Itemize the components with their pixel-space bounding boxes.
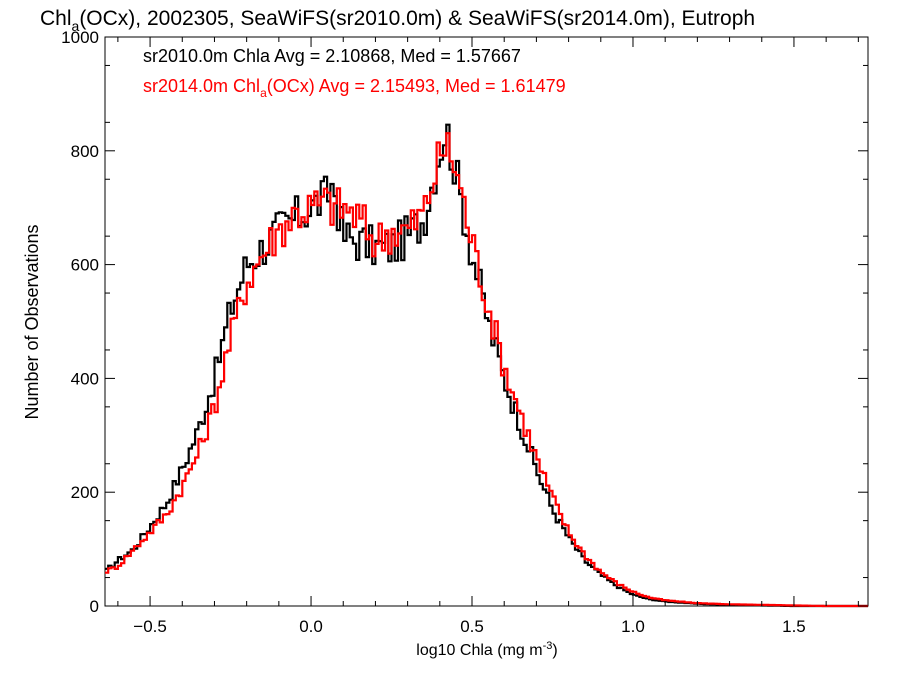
x-tick-label: 1.0	[621, 617, 645, 636]
y-tick-label: 0	[90, 597, 99, 616]
y-tick-label: 1000	[61, 28, 99, 47]
x-axis-label: log10 Chla (mg m-3)	[416, 640, 557, 659]
x-tick-label: −0.5	[133, 617, 167, 636]
y-axis-label: Number of Observations	[22, 224, 42, 419]
series-line-red	[105, 132, 868, 608]
chart-title: Chla(OCx), 2002305, SeaWiFS(sr2010.0m) &…	[40, 7, 755, 34]
x-tick-label: 0.5	[460, 617, 484, 636]
ticks-layer: −0.5 0.0 0.5 1.0 1.5 0 200 400 600 800 1000	[61, 28, 868, 636]
series-layer	[105, 123, 868, 608]
x-tick-label: 1.5	[782, 617, 806, 636]
annotation-black-stats: sr2010.0m Chla Avg = 2.10868, Med = 1.57…	[143, 46, 521, 66]
annotations: sr2010.0m Chla Avg = 2.10868, Med = 1.57…	[143, 46, 566, 100]
y-tick-label: 800	[71, 142, 99, 161]
x-tick-label: 0.0	[299, 617, 323, 636]
y-tick-label: 400	[71, 369, 99, 388]
annotation-red-stats: sr2014.0m Chla(OCx) Avg = 2.15493, Med =…	[143, 76, 566, 100]
y-tick-label: 200	[71, 483, 99, 502]
series-line-black	[105, 123, 868, 608]
chart-title-group: Chla(OCx), 2002305, SeaWiFS(sr2010.0m) &…	[40, 7, 755, 34]
plot-area-frame	[104, 36, 869, 607]
y-tick-label: 600	[71, 256, 99, 275]
